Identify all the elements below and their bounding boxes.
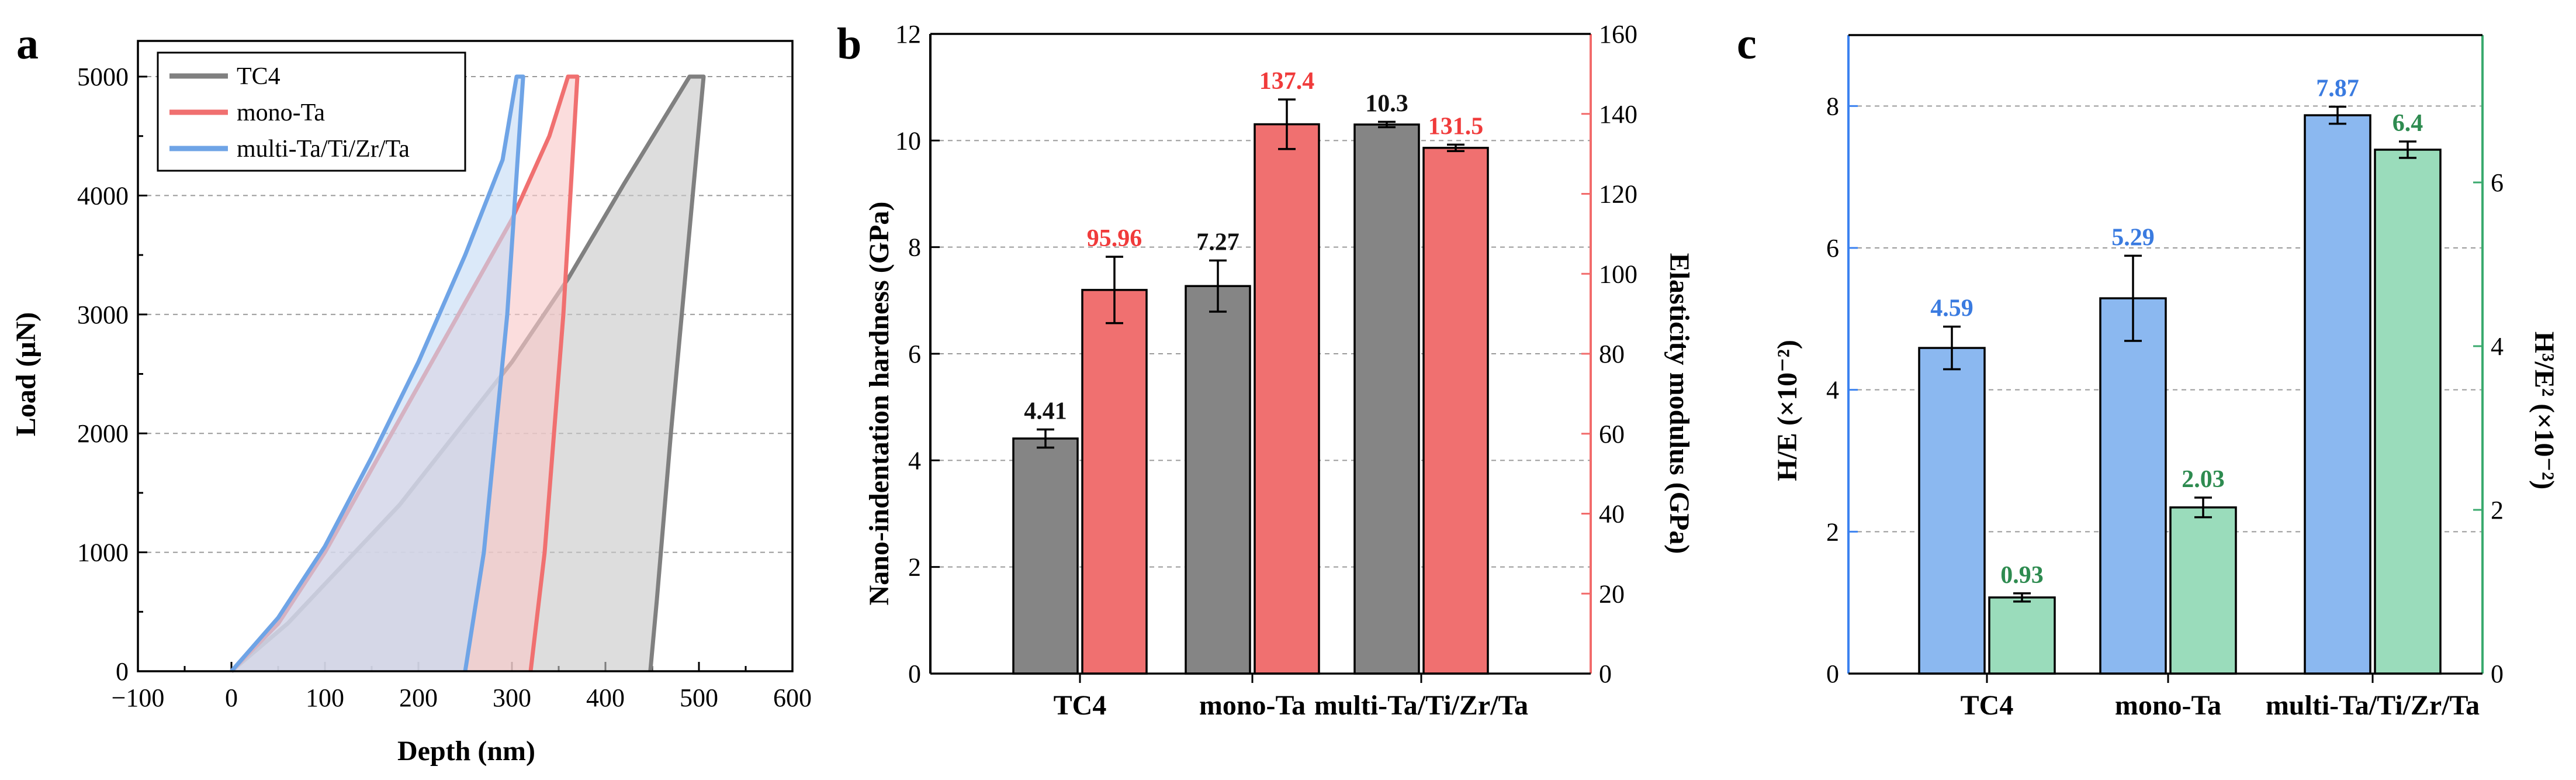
series-area-multi-Ta/Ti/Zr/Ta [231, 77, 524, 671]
panel-a-ytick-label: 1000 [77, 539, 129, 567]
right-tick-label: 6 [2491, 168, 2504, 197]
data-label-H/E-multi-Ta/Ti/Zr/Ta: 7.87 [2316, 75, 2359, 102]
panel-a-frame [137, 40, 794, 672]
left-tick-label: 0 [1826, 660, 1839, 688]
bar-H³/E²-TC4 [1988, 596, 2056, 675]
right-tick-label: 40 [1599, 500, 1625, 529]
series-area-mono-Ta [231, 77, 577, 671]
panel-c-y2label: H³/E² (×10⁻²) [2529, 332, 2560, 490]
panel-a-xtick-label: 600 [773, 684, 812, 712]
left-tick-label: 8 [908, 233, 921, 262]
category-label: TC4 [1054, 690, 1107, 721]
right-tick-label: 160 [1599, 20, 1637, 49]
panel-a-xtick-label: 200 [399, 684, 438, 712]
data-label-Elasticity modulus-TC4: 95.96 [1087, 225, 1142, 252]
bar-Nano-indentation hardness-TC4 [1012, 437, 1079, 675]
category-label: mono-Ta [2115, 690, 2221, 721]
data-label-H/E-mono-Ta: 5.29 [2111, 224, 2155, 251]
panel-b-y2label: Elasticity modulus (GPa) [1664, 253, 1695, 554]
panel-a-xtick-label: 400 [586, 684, 625, 712]
bar-Elasticity modulus-mono-Ta [1254, 123, 1320, 675]
panel-label-c: c [1737, 19, 1757, 68]
panel-a-xtick-label: 500 [680, 684, 718, 712]
panel-a-ytick-label: 5000 [77, 63, 129, 91]
bar-H/E-multi-Ta/Ti/Zr/Ta [2304, 114, 2371, 675]
left-tick-label: 10 [895, 126, 921, 155]
bar-H/E-mono-Ta [2099, 297, 2167, 675]
right-tick-label: 0 [2491, 660, 2504, 688]
right-tick-label: 140 [1599, 100, 1637, 129]
panel-label-b: b [837, 19, 861, 68]
right-tick-label: 80 [1599, 340, 1625, 368]
data-label-Nano-indentation hardness-multi-Ta/Ti/Zr/Ta: 10.3 [1365, 90, 1408, 117]
data-label-Nano-indentation hardness-TC4: 4.41 [1024, 398, 1067, 424]
panel-a-ytick-label: 2000 [77, 419, 129, 448]
data-label-H³/E²-TC4: 0.93 [2000, 562, 2044, 589]
left-tick-label: 8 [1826, 92, 1839, 120]
left-tick-label: 6 [1826, 234, 1839, 263]
legend-label-multi: multi-Ta/Ti/Zr/Ta [237, 136, 410, 163]
data-label-Elasticity modulus-multi-Ta/Ti/Zr/Ta: 131.5 [1428, 113, 1484, 140]
panel-a-xtick-label: 300 [493, 684, 531, 712]
right-tick-label: 120 [1599, 180, 1637, 209]
panel-a-xlabel: Depth (nm) [397, 736, 535, 767]
right-tick-label: 2 [2491, 496, 2504, 524]
category-label: multi-Ta/Ti/Zr/Ta [1314, 690, 1528, 721]
panel-a-ytick-label: 3000 [77, 301, 129, 329]
bar-Nano-indentation hardness-mono-Ta [1185, 285, 1251, 675]
data-label-H/E-TC4: 4.59 [1930, 295, 1973, 322]
panel-a-xtick-label: 0 [225, 684, 238, 712]
legend-label-mono-ta: mono-Ta [237, 99, 325, 126]
legend-label-tc4: TC4 [237, 63, 281, 90]
panel-c-bar-chart: 4.59 0.93 TC4 5.29 2.03 mono-Ta 7.87 6.4 multi-T… [1772, 34, 2560, 721]
right-tick-label: 20 [1599, 579, 1625, 608]
right-tick-label: 100 [1599, 260, 1637, 288]
bar-Nano-indentation hardness-multi-Ta/Ti/Zr/Ta [1353, 123, 1420, 675]
right-tick-label: 4 [2491, 332, 2504, 361]
panel-a-xtick-label: −100 [112, 684, 165, 712]
data-label-H³/E²-mono-Ta: 2.03 [2182, 466, 2225, 493]
left-tick-label: 2 [1826, 517, 1839, 546]
category-label: mono-Ta [1199, 690, 1306, 721]
series-line-multi-Ta/Ti/Zr/Ta [230, 74, 525, 673]
right-tick-label: 0 [1599, 660, 1612, 688]
panel-b-ylabel: Nano-indentation hardness (GPa) [864, 202, 895, 606]
bar-H/E-TC4 [1918, 347, 1986, 675]
panel-a-ytick-label: 4000 [77, 181, 129, 210]
panel-label-a: a [16, 19, 39, 68]
bar-H³/E²-mono-Ta [2169, 506, 2237, 675]
data-label-Elasticity modulus-mono-Ta: 137.4 [1259, 68, 1315, 95]
left-tick-label: 4 [908, 446, 921, 475]
left-tick-label: 6 [908, 340, 921, 368]
bar-H³/E²-multi-Ta/Ti/Zr/Ta [2374, 149, 2442, 675]
data-label-Nano-indentation hardness-mono-Ta: 7.27 [1196, 229, 1239, 256]
category-label: multi-Ta/Ti/Zr/Ta [2266, 690, 2480, 721]
panel-a-ytick-label: 0 [116, 657, 129, 686]
bar-Elasticity modulus-TC4 [1081, 289, 1148, 675]
right-tick-label: 60 [1599, 420, 1625, 448]
panel-a-ylabel: Load (μN) [11, 312, 41, 437]
panel-a-legend: TC4 mono-Ta multi-Ta/Ti/Zr/Ta [157, 51, 466, 172]
panel-b-bar-chart: Nano-indentation hardness (GPa) Elastici… [864, 20, 1695, 721]
bar-Elasticity modulus-multi-Ta/Ti/Zr/Ta [1422, 147, 1489, 675]
series-area-TC4 [231, 77, 704, 671]
left-tick-label: 2 [908, 553, 921, 582]
panel-c-ylabel: H/E (×10⁻²) [1772, 340, 1803, 481]
data-label-H³/E²-multi-Ta/Ti/Zr/Ta: 6.4 [2393, 110, 2423, 137]
category-label: TC4 [1961, 690, 2014, 721]
left-tick-label: 0 [908, 660, 921, 688]
left-tick-label: 12 [895, 20, 921, 49]
left-tick-label: 4 [1826, 376, 1839, 405]
panel-a-line-chart: Depth (nm) Load (μN) 0100020003000400050… [11, 40, 812, 767]
panel-a-xtick-label: 100 [306, 684, 344, 712]
